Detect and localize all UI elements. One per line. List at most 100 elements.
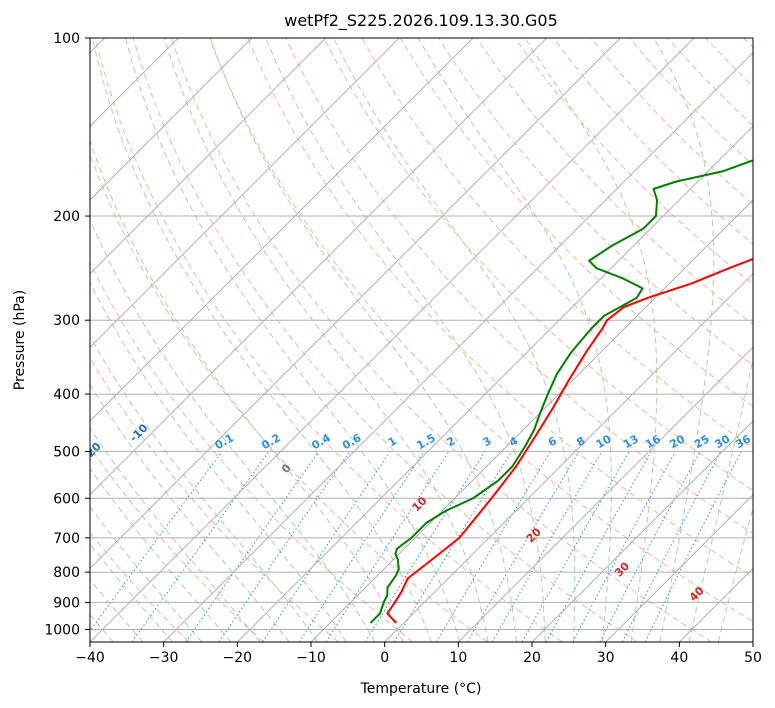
moist-adiabat-line — [163, 38, 489, 642]
dry-adiabat-line — [285, 38, 753, 535]
mixing-ratio-line — [393, 451, 513, 642]
mixing-ratio-line — [644, 451, 742, 642]
mixing-ratio-label: 20 — [667, 432, 687, 451]
y-tick-label: 400 — [53, 387, 80, 403]
dry-adiabat-line — [90, 261, 414, 642]
mixing-ratio-line — [572, 451, 676, 642]
moist-adiabat-line — [209, 38, 517, 642]
moist-adiabat-line — [90, 427, 261, 642]
mixing-ratio-line — [262, 451, 391, 642]
moist-adiabat-label: 0 — [279, 461, 294, 476]
mixing-ratio-label: 4 — [507, 434, 520, 449]
x-tick-label: 0 — [380, 650, 389, 666]
mixing-ratio-line — [185, 451, 320, 642]
profile-series — [369, 159, 753, 624]
y-tick-label: 900 — [53, 595, 80, 611]
moist-adiabat-line — [90, 467, 232, 642]
x-tick-label: −20 — [223, 650, 253, 666]
x-tick-label: −40 — [75, 650, 105, 666]
x-tick-label: 10 — [449, 650, 467, 666]
moist-adiabat-line — [90, 543, 173, 642]
x-axis-label: Temperature (°C) — [360, 681, 482, 697]
isotherm-line — [90, 38, 327, 275]
moist-adiabat-line — [653, 38, 715, 642]
dry-adiabat-line — [209, 38, 753, 623]
dry-adiabat-line — [438, 38, 753, 366]
isotherm-line — [90, 38, 474, 422]
dry-adiabat-line — [132, 38, 638, 642]
mixing-ratio-line — [545, 451, 652, 642]
moist-adiabat-line — [90, 138, 404, 642]
isotherm-line — [163, 51, 753, 642]
dry-adiabat-line — [476, 38, 753, 326]
mixing-ratio-line — [298, 451, 425, 642]
x-tick-label: 50 — [744, 650, 762, 666]
mixing-ratio-label: 0.4 — [309, 431, 333, 452]
y-axis-ticks: 100 200 300 400 500 600 700 800 900 1000 — [44, 31, 90, 638]
dry-adiabat-line — [90, 153, 488, 642]
moist-adiabat-line — [524, 38, 658, 642]
mixing-ratio-label: 1.5 — [414, 431, 437, 452]
isotherm-line — [90, 38, 548, 496]
dry-adiabat-line — [705, 38, 753, 88]
y-axis-label: Pressure (hPa) — [12, 290, 28, 390]
isotherm-line — [678, 567, 753, 642]
y-tick-label: 500 — [53, 444, 80, 460]
mixing-ratio-label: 16 — [643, 432, 663, 451]
mixing-ratio-label: 0.2 — [259, 431, 282, 452]
moist-adiabat-line — [90, 218, 376, 642]
mixing-ratio-label: 3 — [480, 434, 493, 449]
mixing-ratio-label: 1 — [386, 434, 399, 449]
dry-adiabat-line — [90, 446, 264, 642]
isotherm-line — [384, 272, 753, 642]
temperature-line — [386, 257, 753, 624]
plot-frame — [89, 37, 754, 643]
mixing-ratio-label: 2 — [444, 434, 457, 449]
moist-adiabat-line — [90, 383, 290, 642]
mixing-ratio-label: 30 — [712, 432, 732, 451]
mixing-ratio-label: 13 — [621, 432, 641, 451]
mixing-ratio-line — [599, 451, 701, 642]
x-tick-label: 40 — [670, 650, 688, 666]
isotherm-line — [236, 125, 753, 642]
moist-adiabat-label: 20 — [524, 525, 544, 545]
mixing-ratio-line — [621, 451, 722, 642]
dewpoint-line — [369, 159, 753, 624]
y-tick-label: 700 — [53, 531, 80, 547]
y-tick-label: 300 — [53, 313, 80, 329]
dry-adiabat-line — [323, 38, 753, 492]
isotherm-line — [90, 38, 253, 201]
mixing-ratio-label: 25 — [692, 432, 712, 451]
dry-adiabat-line — [90, 357, 339, 642]
dry-adiabat-line — [247, 38, 753, 578]
dry-adiabat-line — [170, 38, 712, 642]
y-tick-label: 100 — [53, 31, 80, 47]
isotherm-line — [310, 199, 753, 642]
background-lines — [90, 38, 753, 642]
isotherm-line — [90, 38, 621, 570]
dry-adiabat-label: -10 — [127, 421, 150, 444]
y-tick-label: 1000 — [44, 622, 80, 638]
moist-adiabat-line — [90, 281, 347, 642]
x-tick-label: −10 — [296, 650, 326, 666]
moist-adiabat-line — [90, 506, 203, 642]
dry-adiabat-line — [90, 531, 190, 642]
dry-adiabat-line — [94, 38, 563, 642]
moist-adiabat-label: 40 — [687, 584, 707, 604]
dry-adiabat-line — [514, 38, 753, 285]
dry-adiabat-line — [667, 38, 753, 127]
x-tick-label: −30 — [149, 650, 179, 666]
dry-adiabat-line — [590, 38, 753, 206]
mixing-ratio-line — [90, 451, 223, 632]
moist-adiabat-line — [417, 38, 612, 642]
y-tick-label: 800 — [53, 565, 80, 581]
mixing-ratio-label: 0.6 — [340, 431, 364, 452]
chart-title: wetPf2_S225.2026.109.13.30.G05 — [284, 11, 558, 31]
isotherm-line — [752, 641, 753, 642]
mixing-ratio-line — [435, 451, 552, 642]
isotherm-line — [90, 38, 400, 349]
y-tick-label: 600 — [53, 491, 80, 507]
moist-adiabat-label: 10 — [410, 494, 430, 514]
moist-adiabat-label: 30 — [612, 559, 632, 579]
